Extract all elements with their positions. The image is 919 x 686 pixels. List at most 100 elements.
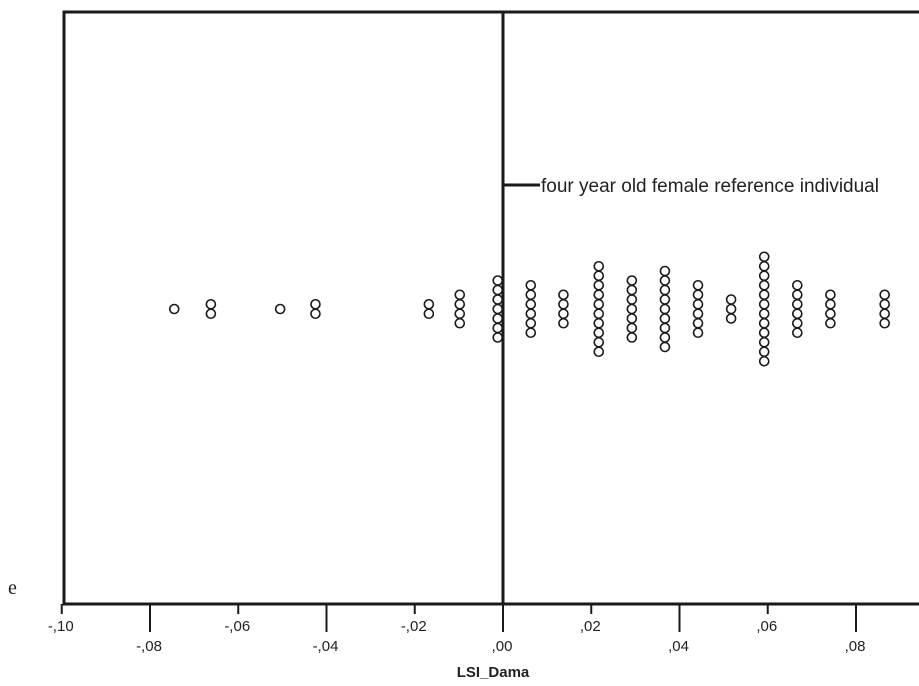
data-point bbox=[525, 279, 537, 291]
data-point bbox=[692, 317, 704, 329]
data-point bbox=[626, 275, 638, 286]
x-tick-label: ,02 bbox=[580, 618, 601, 635]
data-point bbox=[492, 275, 504, 286]
data-point bbox=[758, 346, 770, 358]
data-point bbox=[593, 260, 605, 272]
data-point bbox=[558, 289, 569, 301]
data-point bbox=[626, 303, 638, 315]
x-tick-label: -,10 bbox=[48, 618, 74, 635]
data-point bbox=[659, 284, 671, 296]
data-point bbox=[168, 303, 180, 315]
x-tick-label: -,02 bbox=[401, 618, 427, 635]
plot-frame bbox=[62, 10, 919, 606]
data-point bbox=[525, 289, 537, 301]
data-point bbox=[692, 327, 704, 339]
data-point bbox=[825, 317, 836, 329]
data-point bbox=[758, 289, 770, 301]
data-point bbox=[205, 308, 217, 320]
data-point bbox=[659, 341, 671, 353]
data-point bbox=[626, 313, 638, 324]
data-point bbox=[758, 279, 770, 291]
panel-label: e bbox=[8, 577, 17, 599]
data-point bbox=[659, 294, 671, 305]
data-point bbox=[758, 251, 770, 263]
data-point bbox=[310, 308, 321, 320]
data-point bbox=[659, 332, 671, 343]
data-point bbox=[725, 313, 737, 324]
data-point bbox=[492, 332, 504, 343]
x-tick-label: ,06 bbox=[756, 618, 777, 635]
data-points bbox=[168, 251, 890, 367]
data-point bbox=[454, 317, 466, 329]
data-point bbox=[879, 317, 890, 329]
data-point bbox=[758, 336, 770, 348]
x-axis: -,10-,08-,06-,04-,02,00,02,04,06,08,10,1… bbox=[48, 604, 866, 655]
data-point bbox=[792, 279, 803, 291]
data-point bbox=[558, 317, 569, 329]
data-point bbox=[525, 298, 537, 310]
data-point bbox=[725, 294, 737, 305]
data-point bbox=[659, 275, 671, 286]
data-point bbox=[758, 298, 770, 310]
data-point bbox=[659, 303, 671, 315]
data-point bbox=[825, 289, 836, 301]
data-point bbox=[454, 308, 466, 320]
data-point bbox=[558, 308, 569, 320]
data-point bbox=[825, 298, 836, 310]
data-point bbox=[593, 279, 605, 291]
data-point bbox=[626, 294, 638, 305]
data-point bbox=[310, 298, 321, 310]
data-point bbox=[692, 279, 704, 291]
data-point bbox=[423, 298, 435, 310]
data-point bbox=[758, 355, 770, 367]
data-point bbox=[792, 289, 803, 301]
data-point bbox=[758, 317, 770, 329]
data-point bbox=[593, 317, 605, 329]
data-point bbox=[792, 317, 803, 329]
data-point bbox=[792, 308, 803, 320]
data-point bbox=[758, 308, 770, 320]
x-tick-label: -,08 bbox=[136, 638, 162, 655]
data-point bbox=[525, 327, 537, 339]
x-axis-title: LSI_Dama bbox=[457, 664, 530, 681]
x-tick-label: ,00 bbox=[492, 638, 513, 655]
data-point bbox=[659, 265, 671, 277]
data-point bbox=[492, 322, 504, 334]
data-point bbox=[454, 289, 466, 301]
data-point bbox=[659, 322, 671, 334]
x-tick-label: -,06 bbox=[224, 618, 250, 635]
x-tick-label: ,04 bbox=[668, 638, 689, 655]
data-point bbox=[492, 284, 504, 296]
x-tick-label: ,08 bbox=[845, 638, 866, 655]
data-point bbox=[593, 289, 605, 301]
data-point bbox=[593, 308, 605, 320]
data-point bbox=[626, 284, 638, 296]
data-point bbox=[659, 313, 671, 324]
data-point bbox=[593, 327, 605, 339]
data-point bbox=[758, 260, 770, 272]
reference-label: four year old female reference individua… bbox=[541, 176, 879, 197]
data-point bbox=[593, 298, 605, 310]
data-point bbox=[593, 270, 605, 282]
data-point bbox=[423, 308, 435, 320]
data-point bbox=[274, 303, 286, 315]
data-point bbox=[692, 308, 704, 320]
data-point bbox=[492, 303, 504, 315]
data-point bbox=[879, 308, 890, 320]
data-point bbox=[626, 332, 638, 343]
data-point bbox=[879, 289, 890, 301]
data-point bbox=[593, 336, 605, 348]
data-point bbox=[492, 294, 504, 305]
data-point bbox=[825, 308, 836, 320]
data-point bbox=[626, 322, 638, 334]
data-point bbox=[525, 317, 537, 329]
data-point bbox=[725, 303, 737, 315]
data-point bbox=[593, 346, 605, 358]
data-point bbox=[879, 298, 890, 310]
x-tick-label: -,04 bbox=[313, 638, 339, 655]
data-point bbox=[792, 327, 803, 339]
data-point bbox=[492, 313, 504, 324]
data-point bbox=[692, 298, 704, 310]
data-point bbox=[758, 327, 770, 339]
data-point bbox=[454, 298, 466, 310]
